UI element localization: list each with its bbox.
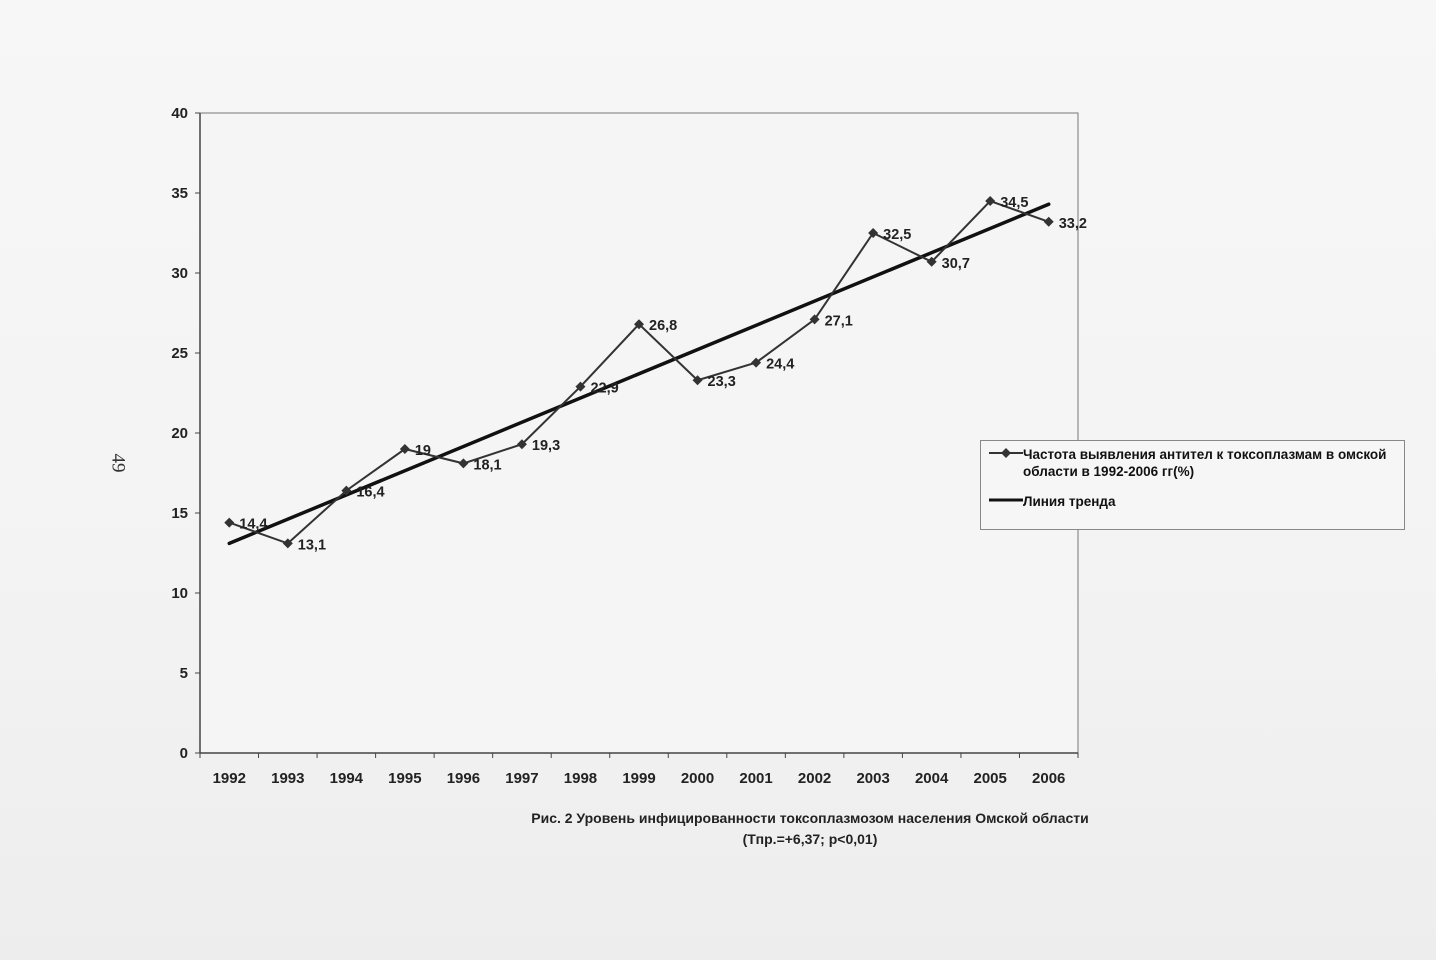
trend-line	[227, 202, 1051, 546]
data-point-marker	[692, 375, 703, 386]
figure-caption: Рис. 2 Уровень инфицированности токсопла…	[531, 810, 1089, 826]
data-point-marker	[458, 458, 469, 469]
x-tick-label: 1998	[564, 770, 597, 787]
legend-trend-label: Линия тренда	[1023, 494, 1116, 509]
y-tick-label: 20	[171, 425, 188, 442]
legend-series-label: Частота выявления антител к токсоплазмам…	[1023, 447, 1387, 479]
data-point-marker	[985, 196, 996, 206]
x-tick-label: 2002	[798, 770, 831, 787]
data-label: 19	[415, 443, 431, 459]
data-point-marker	[926, 256, 937, 267]
x-tick-labels: 1992 1993 1994 1995 1996 1997 1998 1999 2000 2001…	[213, 770, 1066, 787]
y-tick-label: 10	[171, 585, 188, 602]
data-label: 18,1	[473, 457, 501, 473]
data-label: 16,4	[356, 485, 384, 501]
data-label: 26,8	[649, 318, 677, 334]
data-label: 33,2	[1059, 216, 1087, 232]
y-tick-label: 25	[171, 345, 188, 362]
series-markers	[224, 196, 1054, 549]
data-point-marker	[809, 314, 820, 325]
data-point-marker	[341, 485, 352, 496]
data-label: 14,4	[239, 517, 267, 533]
plot-area	[199, 112, 1079, 754]
data-point-marker	[868, 228, 879, 238]
legend-trend-swatch	[989, 493, 1023, 507]
x-tick-label: 2003	[856, 770, 889, 787]
y-tick-label: 30	[171, 265, 188, 282]
data-point-marker	[1043, 216, 1054, 227]
x-tick-label: 1999	[622, 770, 655, 787]
data-label: 32,5	[883, 227, 911, 243]
x-tick-label: 2001	[739, 770, 772, 787]
y-tick-label: 35	[171, 185, 188, 202]
data-label: 27,1	[825, 313, 853, 329]
legend-item-trend: Линия тренда	[989, 493, 1398, 510]
x-tick-label: 2000	[681, 770, 714, 787]
axes	[195, 112, 1079, 758]
x-tick-label: 2005	[974, 770, 1007, 787]
x-tick-label: 1992	[213, 770, 246, 787]
data-label: 34,5	[1000, 195, 1028, 211]
data-point-marker	[751, 357, 762, 368]
x-tick-label: 1995	[388, 770, 421, 787]
data-point-marker	[224, 517, 235, 528]
x-tick-label: 1993	[271, 770, 304, 787]
x-tick-label: 2004	[915, 770, 949, 787]
y-tick-labels: 0 5 10 15 20 25 30 35 40	[171, 105, 188, 762]
x-tick-label: 1994	[330, 770, 364, 787]
y-tick-label: 40	[171, 105, 188, 122]
x-tick-label: 2006	[1032, 770, 1065, 787]
x-tick-label: 1997	[505, 770, 538, 787]
figure-caption-stats: (Тпр.=+6,37; р<0,01)	[742, 831, 878, 847]
data-label: 13,1	[298, 537, 326, 553]
data-labels: 14,4 13,1 16,4 19 18,1 19,3 22,9 26,8 23,3 24,4 27…	[239, 195, 1087, 553]
data-label: 30,7	[942, 256, 970, 272]
data-point-marker	[399, 444, 410, 454]
trend-line-segment	[227, 202, 1051, 546]
legend-series-swatch	[989, 446, 1023, 460]
data-label: 19,3	[532, 438, 560, 454]
data-point-marker	[634, 319, 644, 330]
data-label: 24,4	[766, 357, 794, 373]
x-tick-label: 1996	[447, 770, 480, 787]
data-point-marker	[282, 538, 293, 549]
y-tick-label: 15	[171, 505, 188, 522]
data-point-marker	[516, 439, 527, 450]
y-tick-label: 0	[180, 745, 188, 762]
legend-item-series: Частота выявления антител к токсоплазмам…	[989, 446, 1398, 480]
legend: Частота выявления антител к токсоплазмам…	[980, 440, 1405, 530]
data-label: 22,9	[590, 381, 618, 397]
data-label: 23,3	[708, 374, 736, 390]
data-point-marker	[575, 381, 586, 392]
y-tick-label: 5	[180, 665, 188, 682]
